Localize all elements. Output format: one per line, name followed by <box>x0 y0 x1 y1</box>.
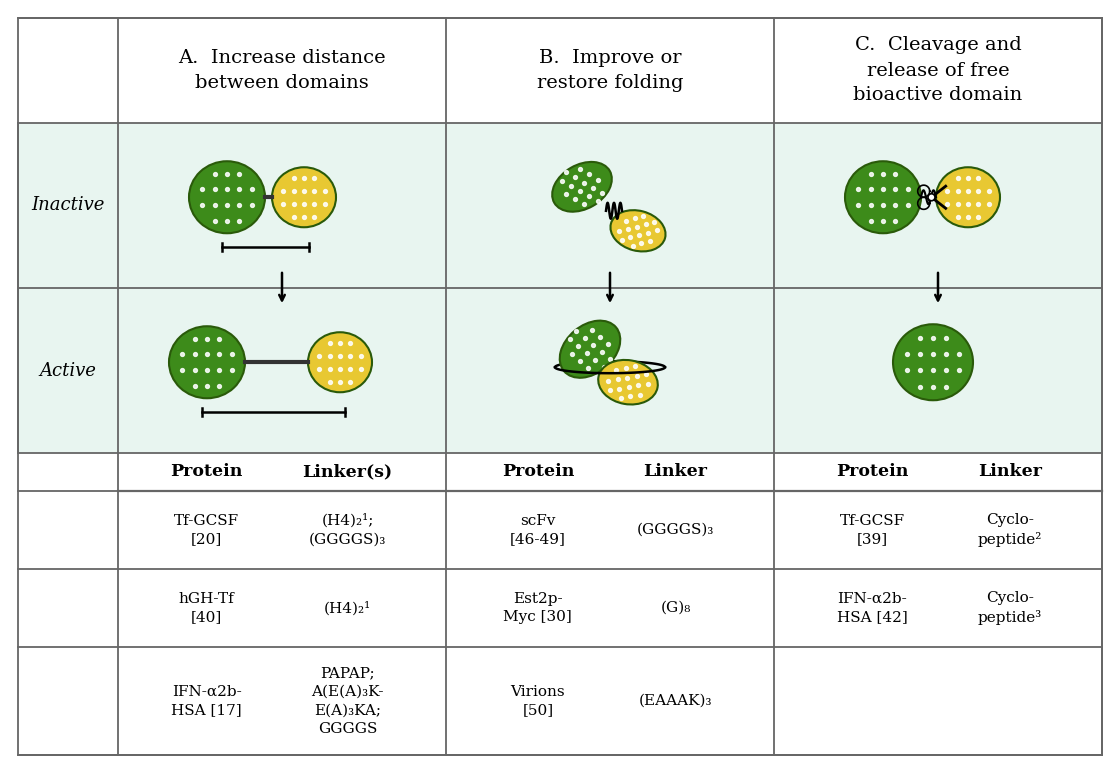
Text: Virions
[50]: Virions [50] <box>511 685 566 717</box>
Bar <box>118 491 1102 569</box>
Text: scFv
[46-49]: scFv [46-49] <box>510 514 566 546</box>
Text: Active: Active <box>39 361 96 379</box>
Text: Tf-GCSF
[20]: Tf-GCSF [20] <box>174 514 240 546</box>
Ellipse shape <box>308 333 372 392</box>
Text: Protein: Protein <box>170 464 243 480</box>
Text: IFN-α2b-
HSA [42]: IFN-α2b- HSA [42] <box>837 592 908 624</box>
Text: B.  Improve or
restore folding: B. Improve or restore folding <box>536 49 683 92</box>
Ellipse shape <box>936 167 1000 227</box>
Bar <box>18 123 1102 288</box>
Bar <box>118 569 1102 647</box>
Ellipse shape <box>598 360 657 405</box>
Ellipse shape <box>893 324 973 400</box>
Text: Inactive: Inactive <box>31 197 104 214</box>
Bar <box>18 288 1102 453</box>
Text: Cyclo-
peptide³: Cyclo- peptide³ <box>978 591 1043 625</box>
Ellipse shape <box>844 162 921 233</box>
Text: hGH-Tf
[40]: hGH-Tf [40] <box>179 592 234 624</box>
Text: Est2p-
Myc [30]: Est2p- Myc [30] <box>504 592 572 624</box>
Bar <box>118 18 1102 123</box>
Bar <box>118 453 1102 491</box>
Text: C.  Cleavage and
release of free
bioactive domain: C. Cleavage and release of free bioactiv… <box>853 37 1023 104</box>
Text: Protein: Protein <box>502 464 575 480</box>
Ellipse shape <box>610 210 665 252</box>
Ellipse shape <box>272 167 336 227</box>
Text: IFN-α2b-
HSA [17]: IFN-α2b- HSA [17] <box>171 685 242 717</box>
Text: Linker(s): Linker(s) <box>302 464 393 480</box>
Ellipse shape <box>552 162 612 211</box>
Text: (G)₈: (G)₈ <box>661 601 691 615</box>
Text: (EAAAK)₃: (EAAAK)₃ <box>638 694 712 708</box>
Bar <box>118 647 1102 755</box>
Text: (GGGGS)₃: (GGGGS)₃ <box>637 523 715 537</box>
Ellipse shape <box>560 321 620 378</box>
Ellipse shape <box>169 326 245 399</box>
Text: Tf-GCSF
[39]: Tf-GCSF [39] <box>840 514 905 546</box>
Text: Linker: Linker <box>978 464 1042 480</box>
Text: (H4)₂¹;
(GGGGS)₃: (H4)₂¹; (GGGGS)₃ <box>309 514 386 546</box>
Circle shape <box>928 193 935 200</box>
Text: PAPAP;
A(E(A)₃K-
E(A)₃KA;
GGGGS: PAPAP; A(E(A)₃K- E(A)₃KA; GGGGS <box>311 667 384 736</box>
Text: Linker: Linker <box>644 464 708 480</box>
Text: Protein: Protein <box>837 464 908 480</box>
Text: Cyclo-
peptide²: Cyclo- peptide² <box>978 513 1043 547</box>
Text: A.  Increase distance
between domains: A. Increase distance between domains <box>178 49 385 92</box>
Ellipse shape <box>189 162 265 233</box>
Text: (H4)₂¹: (H4)₂¹ <box>324 601 371 615</box>
